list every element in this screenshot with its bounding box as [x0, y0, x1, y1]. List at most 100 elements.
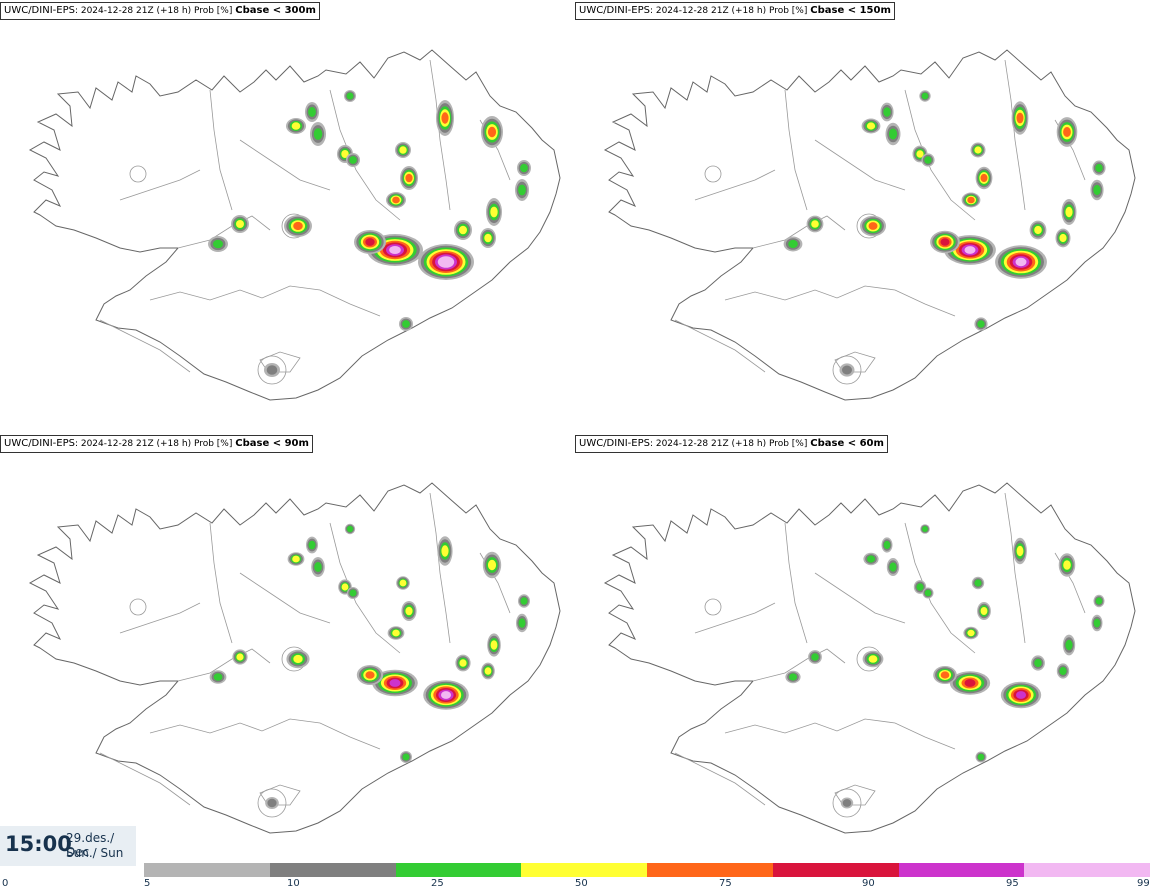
iceland-map: [28, 49, 561, 401]
road-line: [329, 522, 401, 654]
run-info: 2024-12-28 21Z (+18 h) Prob [%]: [655, 439, 808, 449]
probability-area: [1093, 618, 1101, 628]
probability-area: [484, 667, 492, 675]
probability-area: [1016, 112, 1024, 124]
probability-area: [883, 540, 891, 550]
model-name: UWC/DINI-EPS: [4, 438, 75, 449]
probability-area: [868, 655, 878, 663]
probability-area: [889, 562, 897, 572]
probability-area: [1015, 257, 1027, 267]
map-panel: UWC/DINI-EPS: 2024-12-28 21Z (+18 h) Pro…: [575, 433, 1150, 868]
probability-area: [842, 799, 852, 807]
road-line: [814, 572, 906, 624]
probability-area: [811, 220, 819, 228]
probability-area: [974, 146, 982, 154]
probability-area: [980, 607, 988, 615]
map-panel: UWC/DINI-EPS: 2024-12-28 21Z (+18 h) Pro…: [0, 433, 575, 868]
road-line: [674, 752, 766, 806]
probability-area: [518, 618, 526, 628]
road-line: [149, 285, 381, 317]
probability-area: [437, 256, 455, 268]
probability-area: [518, 184, 526, 196]
probability-area: [964, 679, 976, 687]
probability-area: [940, 671, 950, 679]
legend-tick-label: 99: [1137, 878, 1150, 889]
probability-area: [922, 526, 928, 532]
probability-area: [1065, 206, 1073, 218]
run-info: 2024-12-28 21Z (+18 h) Prob [%]: [80, 6, 233, 16]
probability-area: [1016, 691, 1026, 699]
probability-area: [1095, 597, 1103, 605]
road-line: [177, 648, 271, 682]
legend-tick-label: 0: [2, 878, 9, 889]
legend-tick-label: 10: [287, 878, 300, 889]
probability-area: [308, 107, 316, 117]
road-line: [724, 718, 956, 750]
probability-area: [487, 559, 497, 571]
probability-area: [484, 233, 492, 243]
road-line: [1004, 59, 1026, 211]
probability-area: [293, 221, 303, 231]
probability-area: [811, 653, 819, 661]
threshold-label: Cbase < 300m: [235, 5, 316, 16]
probability-area: [520, 163, 528, 173]
road-line: [694, 169, 776, 201]
probability-area: [842, 365, 852, 375]
probability-area: [1063, 560, 1071, 570]
probability-area: [236, 653, 244, 661]
road-line: [814, 139, 906, 191]
model-name: UWC/DINI-EPS: [579, 5, 650, 16]
probability-area: [341, 583, 349, 591]
probability-area: [967, 196, 975, 204]
probability-area: [346, 525, 354, 533]
probability-area: [1093, 184, 1101, 196]
probability-area: [441, 545, 449, 557]
threshold-label: Cbase < 90m: [235, 438, 309, 449]
glacier-outline: [832, 788, 862, 818]
probability-area: [399, 146, 407, 154]
probability-area: [1059, 666, 1067, 676]
probability-area: [940, 238, 950, 246]
probability-area: [916, 583, 924, 591]
glacier-outline: [257, 788, 287, 818]
threshold-label: Cbase < 150m: [810, 5, 891, 16]
probability-area: [389, 246, 401, 254]
road-line: [784, 89, 808, 211]
road-line: [429, 59, 451, 211]
probability-area: [349, 156, 357, 164]
road-line: [239, 572, 331, 624]
probability-area: [292, 555, 300, 563]
probability-area: [977, 753, 985, 761]
probability-area: [788, 239, 798, 249]
lake-outline: [704, 598, 722, 616]
probability-area: [365, 238, 375, 246]
legend-tick-label: 75: [719, 878, 732, 889]
probability-area: [459, 225, 467, 235]
probability-area: [1034, 225, 1042, 235]
probability-area: [402, 753, 410, 761]
road-line: [329, 89, 401, 221]
lake-outline: [129, 165, 147, 183]
iceland-map: [603, 482, 1136, 834]
threshold-label: Cbase < 60m: [810, 438, 884, 449]
road-line: [752, 648, 846, 682]
road-line: [429, 492, 451, 644]
probability-area: [1063, 127, 1071, 137]
probability-area: [967, 629, 975, 637]
probability-area: [1034, 658, 1042, 668]
probability-area: [291, 122, 301, 130]
probability-area: [441, 112, 449, 124]
probability-area: [964, 246, 976, 254]
road-line: [904, 89, 976, 221]
legend-swatch: [898, 863, 1025, 877]
panel-title: UWC/DINI-EPS: 2024-12-28 21Z (+18 h) Pro…: [575, 435, 888, 453]
lake-outline: [704, 165, 722, 183]
model-name: UWC/DINI-EPS: [579, 438, 650, 449]
probability-area: [459, 659, 467, 667]
panel-title: UWC/DINI-EPS: 2024-12-28 21Z (+18 h) Pro…: [575, 2, 895, 20]
legend-tick-label: 50: [575, 878, 588, 889]
probability-area: [868, 222, 878, 230]
probability-area: [866, 122, 876, 130]
valid-day: Sun./ Sun: [66, 846, 124, 860]
legend-tick-label: 25: [431, 878, 444, 889]
